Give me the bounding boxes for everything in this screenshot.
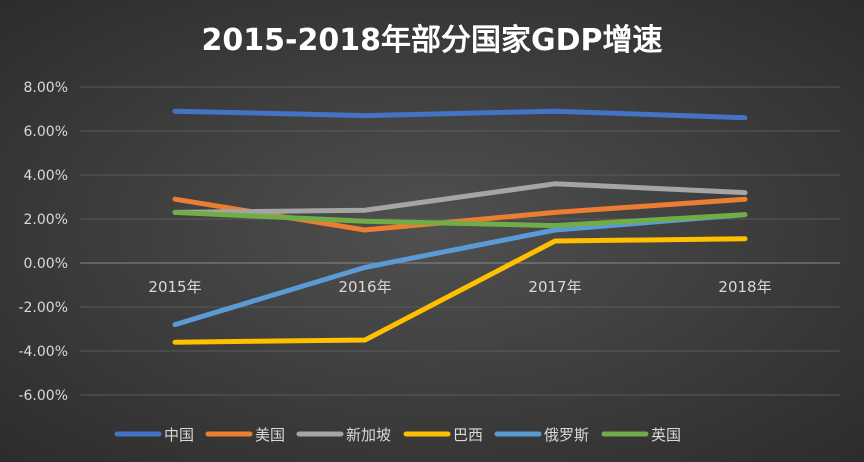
y-tick-label: 0.00% [24, 256, 68, 272]
x-tick-label: 2017年 [528, 278, 581, 296]
legend-label: 新加坡 [346, 426, 391, 444]
legend-label: 巴西 [453, 426, 483, 444]
x-tick-label: 2016年 [338, 278, 391, 296]
series-line-2 [172, 181, 748, 215]
x-tick-label: 2018年 [718, 278, 771, 296]
legend-label: 美国 [255, 426, 285, 444]
y-tick-label: 8.00% [24, 80, 68, 96]
y-tick-label: -2.00% [18, 300, 68, 316]
y-tick-label: 4.00% [24, 168, 68, 184]
series-line-3 [172, 236, 748, 345]
series-line-4 [172, 212, 748, 328]
chart-title: 2015-2018年部分国家GDP增速 [202, 23, 663, 58]
legend-label: 英国 [651, 426, 681, 444]
x-tick-label: 2015年 [148, 278, 201, 296]
y-tick-label: 2.00% [24, 212, 68, 228]
series-line-5 [172, 209, 748, 229]
legend-label: 俄罗斯 [544, 426, 589, 444]
y-tick-label: 6.00% [24, 124, 68, 140]
y-tick-label: -4.00% [18, 344, 68, 360]
series-line-0 [172, 108, 748, 121]
y-tick-label: -6.00% [18, 388, 68, 404]
legend-label: 中国 [164, 426, 194, 444]
